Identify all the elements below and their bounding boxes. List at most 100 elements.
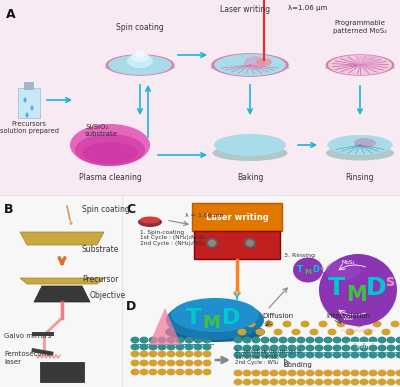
Ellipse shape xyxy=(396,345,400,351)
Text: Diffusion: Diffusion xyxy=(262,313,294,319)
Ellipse shape xyxy=(336,320,346,327)
Text: Programmable
patterned MoS₂: Programmable patterned MoS₂ xyxy=(333,21,387,34)
Ellipse shape xyxy=(292,329,300,336)
Ellipse shape xyxy=(214,54,286,76)
Text: < 2" wafer >: < 2" wafer > xyxy=(341,327,375,332)
Ellipse shape xyxy=(342,352,350,358)
Ellipse shape xyxy=(130,337,140,343)
Ellipse shape xyxy=(332,337,342,343)
Text: Intercalation: Intercalation xyxy=(326,313,370,319)
Ellipse shape xyxy=(324,378,332,385)
Ellipse shape xyxy=(202,337,212,343)
Ellipse shape xyxy=(324,345,332,351)
Ellipse shape xyxy=(368,352,378,358)
Text: D: D xyxy=(126,300,136,313)
Ellipse shape xyxy=(368,378,378,385)
Text: Si/SiO₂
substrate: Si/SiO₂ substrate xyxy=(85,123,118,137)
Text: Substrate: Substrate xyxy=(82,245,119,255)
Ellipse shape xyxy=(342,370,350,377)
Ellipse shape xyxy=(270,370,278,377)
Ellipse shape xyxy=(260,378,270,385)
Text: Spin coating: Spin coating xyxy=(116,22,164,31)
Ellipse shape xyxy=(234,337,242,343)
Ellipse shape xyxy=(372,320,382,327)
Ellipse shape xyxy=(306,378,314,385)
Ellipse shape xyxy=(184,337,194,343)
Text: s: s xyxy=(320,265,324,271)
Ellipse shape xyxy=(288,352,296,358)
Ellipse shape xyxy=(127,54,153,68)
Ellipse shape xyxy=(278,352,288,358)
Ellipse shape xyxy=(360,352,368,358)
Ellipse shape xyxy=(378,337,386,343)
Ellipse shape xyxy=(378,378,386,385)
Text: M: M xyxy=(346,285,366,305)
Text: 1 cm: 1 cm xyxy=(356,344,370,349)
Ellipse shape xyxy=(166,351,176,357)
Text: Rinsing: Rinsing xyxy=(346,173,374,182)
Ellipse shape xyxy=(242,337,252,343)
Ellipse shape xyxy=(148,337,158,343)
Ellipse shape xyxy=(364,329,372,336)
Ellipse shape xyxy=(324,370,332,377)
Ellipse shape xyxy=(70,221,72,225)
Bar xyxy=(192,203,282,231)
Ellipse shape xyxy=(148,360,158,366)
Text: T: T xyxy=(328,276,344,300)
Ellipse shape xyxy=(396,337,400,343)
Ellipse shape xyxy=(252,352,260,358)
Text: Plasma cleaning: Plasma cleaning xyxy=(79,173,141,182)
Text: D: D xyxy=(312,265,320,274)
Ellipse shape xyxy=(360,378,368,385)
Ellipse shape xyxy=(176,344,184,350)
Ellipse shape xyxy=(238,329,246,336)
Ellipse shape xyxy=(131,52,149,62)
Ellipse shape xyxy=(326,146,394,161)
Ellipse shape xyxy=(256,329,264,336)
Ellipse shape xyxy=(325,65,395,70)
Text: A: A xyxy=(6,8,16,21)
Ellipse shape xyxy=(382,329,390,336)
Text: D: D xyxy=(366,276,386,300)
Text: Laser writing: Laser writing xyxy=(220,5,270,14)
Ellipse shape xyxy=(171,298,259,332)
Ellipse shape xyxy=(324,352,332,358)
Ellipse shape xyxy=(242,378,252,385)
Ellipse shape xyxy=(260,370,270,377)
Ellipse shape xyxy=(208,240,216,247)
Ellipse shape xyxy=(130,360,140,366)
Ellipse shape xyxy=(314,345,324,351)
Ellipse shape xyxy=(166,360,176,366)
Ellipse shape xyxy=(166,369,176,375)
Text: T: T xyxy=(185,308,201,328)
Ellipse shape xyxy=(210,65,290,71)
Bar xyxy=(0,195,400,387)
Text: 1. Spin-coating
1st Cycle : (NH₄)₂MoS₄
2nd Cycle : (NH₄)₂WS₄: 1. Spin-coating 1st Cycle : (NH₄)₂MoS₄ 2… xyxy=(140,230,206,246)
Ellipse shape xyxy=(306,352,314,358)
Ellipse shape xyxy=(328,55,392,75)
Ellipse shape xyxy=(314,352,324,358)
Ellipse shape xyxy=(386,378,396,385)
Ellipse shape xyxy=(194,360,202,366)
Polygon shape xyxy=(34,286,90,302)
Ellipse shape xyxy=(378,352,386,358)
Bar xyxy=(0,0,400,195)
Text: C: C xyxy=(126,203,135,216)
Ellipse shape xyxy=(166,337,176,343)
Ellipse shape xyxy=(256,58,272,66)
Text: Objective: Objective xyxy=(90,291,126,300)
Ellipse shape xyxy=(234,345,242,351)
Ellipse shape xyxy=(346,329,354,336)
Ellipse shape xyxy=(278,345,288,351)
Bar xyxy=(24,82,34,90)
Ellipse shape xyxy=(270,352,278,358)
Ellipse shape xyxy=(202,360,212,366)
Ellipse shape xyxy=(26,113,28,118)
Ellipse shape xyxy=(314,370,324,377)
Text: T: T xyxy=(297,265,303,274)
Ellipse shape xyxy=(30,106,34,111)
Ellipse shape xyxy=(105,65,175,70)
Text: Bonding: Bonding xyxy=(284,362,312,368)
Ellipse shape xyxy=(140,344,148,350)
Text: Galvo mirrors: Galvo mirrors xyxy=(4,333,51,339)
